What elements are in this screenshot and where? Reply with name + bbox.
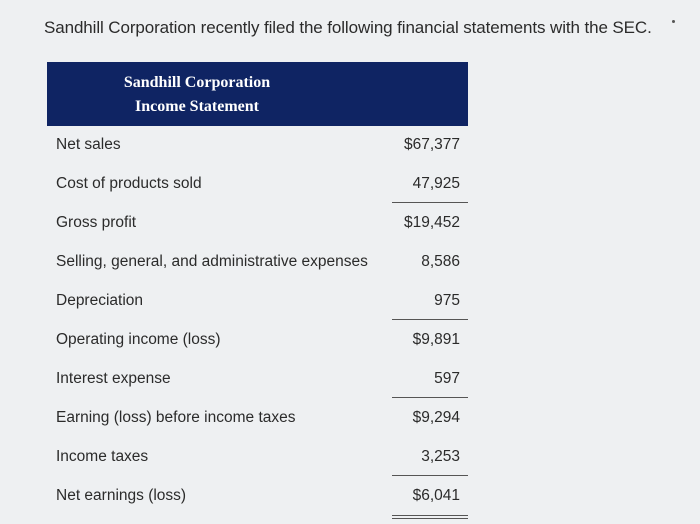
row-label: Earning (loss) before income taxes: [56, 409, 296, 426]
row-label: Cost of products sold: [56, 175, 202, 192]
row-amount: $9,891: [412, 331, 460, 348]
row-income-taxes: Income taxes 3,253: [47, 438, 468, 477]
row-net-sales: Net sales $67,377: [47, 126, 468, 165]
company-name: Sandhill Corporation: [123, 74, 271, 91]
subtotal-rule: [392, 202, 468, 203]
row-label: Net sales: [56, 136, 121, 153]
row-amount: 47,925: [412, 175, 460, 192]
statement-title: Income Statement: [135, 98, 259, 115]
row-net-earnings: Net earnings (loss) $6,041: [47, 477, 468, 516]
subtotal-rule: [392, 397, 468, 398]
income-statement-table: Sandhill Corporation Income Statement Ne…: [47, 62, 468, 522]
row-amount: 3,253: [421, 448, 460, 465]
row-depreciation: Depreciation 975: [47, 282, 468, 321]
subtotal-rule: [392, 319, 468, 320]
row-label: Income taxes: [56, 448, 149, 465]
row-earnings-before-taxes: Earning (loss) before income taxes $9,29…: [47, 399, 468, 438]
row-gross-profit: Gross profit $19,452: [47, 204, 468, 243]
row-amount: $67,377: [403, 136, 460, 153]
row-label: Operating income (loss): [56, 331, 221, 348]
row-amount: 8,586: [421, 253, 460, 270]
row-label: Selling, general, and administrative exp…: [56, 253, 368, 270]
row-label: Gross profit: [56, 214, 137, 231]
subtotal-rule: [392, 475, 468, 476]
row-interest-expense: Interest expense 597: [47, 360, 468, 399]
row-cost-of-products-sold: Cost of products sold 47,925: [47, 165, 468, 204]
total-double-rule: [392, 515, 468, 519]
row-label: Net earnings (loss): [56, 487, 187, 504]
row-amount: $9,294: [412, 409, 460, 426]
intro-text: Sandhill Corporation recently filed the …: [44, 18, 652, 37]
row-sga-expenses: Selling, general, and administrative exp…: [47, 243, 468, 282]
row-label: Depreciation: [56, 292, 144, 309]
row-amount: 597: [434, 370, 460, 387]
stray-dot: [672, 20, 675, 23]
row-label: Interest expense: [56, 370, 171, 387]
row-amount: $19,452: [403, 214, 460, 231]
statement-header: Sandhill Corporation Income Statement: [47, 62, 468, 126]
row-amount: 975: [434, 292, 460, 309]
row-operating-income: Operating income (loss) $9,891: [47, 321, 468, 360]
row-amount: $6,041: [412, 487, 460, 504]
